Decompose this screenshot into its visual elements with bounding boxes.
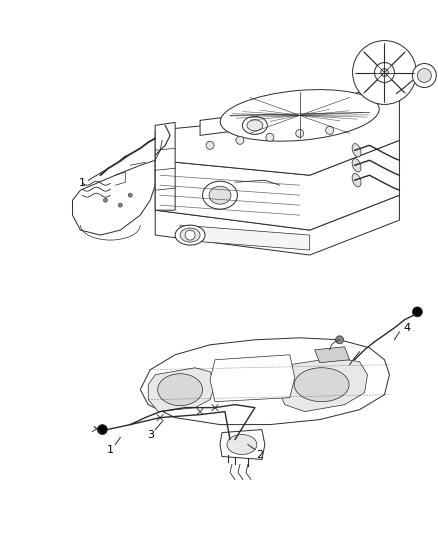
Circle shape [103, 198, 107, 202]
Ellipse shape [247, 120, 263, 131]
Ellipse shape [180, 228, 200, 242]
Ellipse shape [202, 181, 237, 209]
Circle shape [413, 63, 436, 87]
Text: 2: 2 [256, 449, 263, 459]
Polygon shape [140, 338, 389, 425]
Polygon shape [72, 160, 155, 235]
Circle shape [417, 69, 431, 83]
Polygon shape [180, 225, 310, 250]
Circle shape [118, 203, 122, 207]
Ellipse shape [158, 374, 202, 406]
Circle shape [236, 136, 244, 144]
Circle shape [381, 69, 389, 77]
Polygon shape [148, 368, 215, 411]
Text: 1: 1 [79, 178, 86, 188]
Text: 1: 1 [107, 445, 114, 455]
Ellipse shape [294, 368, 349, 402]
Circle shape [128, 193, 132, 197]
Circle shape [413, 307, 422, 317]
Polygon shape [314, 347, 350, 363]
Polygon shape [200, 85, 379, 135]
Text: 3: 3 [147, 430, 154, 440]
Polygon shape [220, 430, 265, 459]
Ellipse shape [352, 143, 361, 157]
Polygon shape [210, 355, 295, 402]
Text: 4: 4 [404, 323, 411, 333]
Polygon shape [155, 80, 399, 175]
Circle shape [296, 130, 304, 138]
Ellipse shape [220, 90, 379, 141]
Polygon shape [278, 358, 367, 411]
Ellipse shape [352, 158, 361, 172]
Circle shape [353, 41, 417, 104]
Polygon shape [155, 123, 175, 210]
Circle shape [326, 126, 334, 134]
Ellipse shape [227, 434, 257, 455]
Polygon shape [155, 140, 399, 230]
Circle shape [97, 425, 107, 434]
Circle shape [374, 62, 395, 83]
Ellipse shape [242, 116, 267, 134]
Circle shape [266, 133, 274, 141]
Circle shape [206, 141, 214, 149]
Ellipse shape [175, 225, 205, 245]
Polygon shape [155, 195, 399, 255]
Circle shape [336, 336, 343, 344]
Ellipse shape [352, 174, 361, 187]
Circle shape [185, 230, 195, 240]
Ellipse shape [209, 186, 231, 204]
